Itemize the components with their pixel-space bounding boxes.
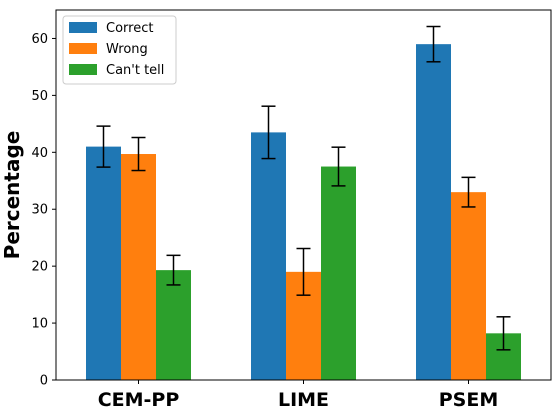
y-tick-label: 10 [31,317,48,332]
y-tick-label: 60 [31,32,48,47]
x-tick-label: LIME [278,389,329,410]
bar-correct-cem-pp [86,146,121,380]
y-tick-label: 20 [31,260,48,275]
x-tick-label: PSEM [439,389,499,410]
legend-swatch [69,64,97,75]
y-tick-label: 0 [40,374,48,389]
legend: Correct Wrong Can't tell [62,15,177,85]
bar-correct-lime [251,132,286,380]
x-axis: CEM-PP LIME PSEM [98,380,499,410]
bar-can-t-tell-cem-pp [156,270,191,380]
bars-layer [86,44,521,381]
y-tick-label: 50 [31,89,48,104]
bar-wrong-psem [451,192,486,380]
error-bars-layer [96,25,511,351]
legend-swatch [69,22,97,33]
legend-label: Can't tell [106,63,164,78]
y-tick-label: 30 [31,203,48,218]
x-tick-label: CEM-PP [98,389,180,410]
legend-label: Correct [106,21,153,36]
bar-wrong-cem-pp [121,154,156,380]
y-axis-title: Percentage [0,131,24,260]
legend-swatch [69,43,97,54]
y-tick-label: 40 [31,146,48,161]
y-axis: 0 10 20 30 40 50 60 [31,32,56,389]
bar-correct-psem [416,44,451,381]
bar-can-t-tell-lime [321,166,356,380]
legend-label: Wrong [106,42,148,57]
